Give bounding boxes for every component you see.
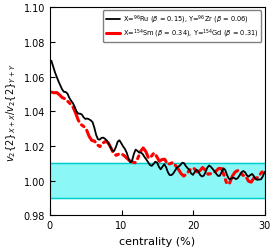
X=$^{96}$Ru ($\beta$ = 0.15), Y=$^{96}$Zr ($\beta$ = 0.06) — [263, 171, 266, 174]
Bar — [50, 164, 265, 198]
X=$^{96}$Ru ($\beta$ = 0.15), Y=$^{96}$Zr ($\beta$ = 0.06) — [218, 174, 222, 178]
Line: X=$^{154}$Sm ($\beta$ = 0.34), Y=$^{154}$Gd ($\beta$ = 0.31): X=$^{154}$Sm ($\beta$ = 0.34), Y=$^{154}… — [51, 93, 265, 184]
X=$^{154}$Sm ($\beta$ = 0.34), Y=$^{154}$Gd ($\beta$ = 0.31) — [241, 174, 245, 177]
Legend: X=$^{96}$Ru ($\beta$ = 0.15), Y=$^{96}$Zr ($\beta$ = 0.06), X=$^{154}$Sm ($\beta: X=$^{96}$Ru ($\beta$ = 0.15), Y=$^{96}$Z… — [103, 12, 261, 43]
X-axis label: centrality (%): centrality (%) — [119, 236, 195, 246]
X=$^{154}$Sm ($\beta$ = 0.34), Y=$^{154}$Gd ($\beta$ = 0.31) — [188, 170, 191, 172]
X=$^{96}$Ru ($\beta$ = 0.15), Y=$^{96}$Zr ($\beta$ = 0.06) — [107, 143, 110, 146]
X=$^{154}$Sm ($\beta$ = 0.34), Y=$^{154}$Gd ($\beta$ = 0.31) — [144, 150, 147, 154]
X=$^{154}$Sm ($\beta$ = 0.34), Y=$^{154}$Gd ($\beta$ = 0.31) — [196, 171, 199, 174]
Y-axis label: $v_2\{2\}_{X+X}/v_2\{2\}_{Y+Y}$: $v_2\{2\}_{X+X}/v_2\{2\}_{Y+Y}$ — [4, 63, 18, 161]
X=$^{96}$Ru ($\beta$ = 0.15), Y=$^{96}$Zr ($\beta$ = 0.06) — [50, 60, 53, 63]
X=$^{96}$Ru ($\beta$ = 0.15), Y=$^{96}$Zr ($\beta$ = 0.06) — [197, 170, 200, 173]
X=$^{96}$Ru ($\beta$ = 0.15), Y=$^{96}$Zr ($\beta$ = 0.06) — [256, 178, 259, 182]
X=$^{154}$Sm ($\beta$ = 0.34), Y=$^{154}$Gd ($\beta$ = 0.31) — [50, 91, 53, 94]
Line: X=$^{96}$Ru ($\beta$ = 0.15), Y=$^{96}$Zr ($\beta$ = 0.06): X=$^{96}$Ru ($\beta$ = 0.15), Y=$^{96}$Z… — [51, 62, 265, 180]
X=$^{154}$Sm ($\beta$ = 0.34), Y=$^{154}$Gd ($\beta$ = 0.31) — [177, 168, 180, 171]
X=$^{154}$Sm ($\beta$ = 0.34), Y=$^{154}$Gd ($\beta$ = 0.31) — [225, 183, 229, 186]
X=$^{96}$Ru ($\beta$ = 0.15), Y=$^{96}$Zr ($\beta$ = 0.06) — [258, 178, 261, 181]
X=$^{96}$Ru ($\beta$ = 0.15), Y=$^{96}$Zr ($\beta$ = 0.06) — [95, 134, 98, 137]
X=$^{154}$Sm ($\beta$ = 0.34), Y=$^{154}$Gd ($\beta$ = 0.31) — [179, 172, 183, 175]
X=$^{154}$Sm ($\beta$ = 0.34), Y=$^{154}$Gd ($\beta$ = 0.31) — [263, 172, 266, 175]
X=$^{96}$Ru ($\beta$ = 0.15), Y=$^{96}$Zr ($\beta$ = 0.06) — [168, 174, 171, 177]
